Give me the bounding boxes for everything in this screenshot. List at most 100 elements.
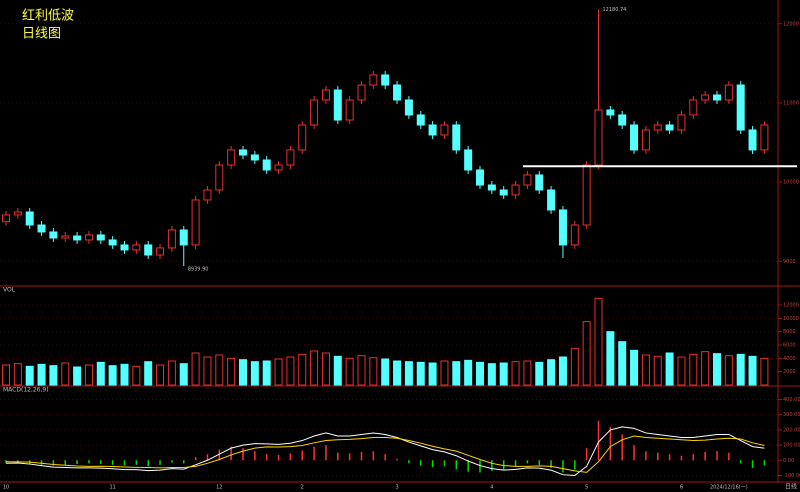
candle-body <box>404 99 413 116</box>
candle-body <box>428 124 437 136</box>
candle-body <box>535 174 544 191</box>
candle-body <box>724 84 733 101</box>
candle-body <box>262 159 271 171</box>
volume-bar <box>393 360 402 386</box>
macd-title: MACD(12,26,9) <box>3 387 49 394</box>
y-tick-label: 2000 <box>783 369 796 375</box>
volume-bar <box>665 352 674 386</box>
candle-body <box>203 189 212 201</box>
volume-bar <box>37 363 46 386</box>
volume-bar <box>653 355 662 386</box>
volume-bar <box>120 363 129 386</box>
volume-bar <box>369 357 378 386</box>
candle-body <box>547 189 556 211</box>
candle-body <box>440 124 449 136</box>
x-tick-label: 4 <box>490 485 493 491</box>
y-tick-label: 9000 <box>783 259 796 265</box>
candle-body <box>570 224 579 246</box>
y-tick-label: 10000 <box>783 180 799 186</box>
candle-body <box>144 244 153 256</box>
y-tick-label: 0.00 <box>783 458 794 464</box>
y-tick-label: 6000 <box>783 343 796 349</box>
candle-body <box>96 234 105 241</box>
y-tick-label: 100.00 <box>783 443 800 449</box>
volume-bar <box>689 353 698 386</box>
volume-bar <box>203 356 212 386</box>
candle-body <box>677 114 686 131</box>
volume-bar <box>677 356 686 386</box>
volume-bar <box>618 341 627 386</box>
candle-body <box>333 89 342 121</box>
volume-bar <box>191 352 200 386</box>
candle-body <box>108 239 117 246</box>
candle-body <box>61 235 70 239</box>
candle-body <box>286 149 295 166</box>
x-tick-label: 2024/12/16(一) <box>710 485 748 491</box>
candle-body <box>179 229 188 246</box>
volume-bar <box>547 359 556 386</box>
volume-bar <box>25 365 34 386</box>
volume-bar <box>499 362 508 386</box>
candle-body <box>250 154 259 161</box>
volume-bar <box>511 361 520 386</box>
volume-bar <box>641 354 650 386</box>
volume-bar <box>239 359 247 386</box>
candle-body <box>239 149 247 156</box>
y-tick-label: -100.00 <box>783 473 800 479</box>
candle-body <box>748 129 757 151</box>
volume-bar <box>748 355 757 386</box>
y-tick-label: 400.00 <box>783 397 800 403</box>
candle-body <box>37 224 46 233</box>
x-tick-label: 2 <box>301 485 304 491</box>
candle-body <box>618 114 627 126</box>
candle-body <box>167 229 176 249</box>
candle-body <box>689 99 698 116</box>
candle-body <box>476 169 484 186</box>
y-tick-label: 300.00 <box>783 412 800 418</box>
candle-body <box>381 74 390 86</box>
y-tick-label: 4000 <box>783 356 796 362</box>
candle-body <box>630 124 639 151</box>
volume-bar <box>179 363 188 386</box>
candle-body <box>345 99 354 121</box>
volume-bar <box>215 354 224 386</box>
volume-bar <box>570 347 579 386</box>
candle-body <box>511 184 520 196</box>
volume-bar <box>594 297 603 386</box>
volume-bar <box>464 359 473 386</box>
volume-bar <box>132 365 141 386</box>
volume-bar <box>286 356 295 386</box>
volume-bar <box>736 353 745 386</box>
candle-body <box>487 184 496 191</box>
x-tick-label: 12 <box>216 485 222 491</box>
chart-title: 红利低波 <box>22 8 74 24</box>
volume-bar <box>381 358 390 386</box>
candle-body <box>321 89 330 101</box>
volume-bar <box>262 360 271 386</box>
candle-body <box>25 211 34 226</box>
candle-body <box>736 84 745 131</box>
candle-body <box>760 124 769 151</box>
volume-bar <box>428 362 437 386</box>
x-tick-label: 3 <box>395 485 398 491</box>
candle-body <box>416 114 425 126</box>
volume-bar <box>452 361 461 386</box>
x-tick-label: 5 <box>585 485 588 491</box>
volume-bar <box>321 352 330 386</box>
candle-body <box>464 149 473 171</box>
max-label: 12180.74 <box>603 7 627 13</box>
candle-body <box>191 199 200 246</box>
volume-bar <box>61 362 70 386</box>
candle-body <box>132 244 141 251</box>
volume-bar <box>84 364 93 386</box>
volume-bar <box>250 361 259 386</box>
volume-bar <box>144 361 153 386</box>
candle-body <box>582 164 591 226</box>
volume-bar <box>724 355 733 386</box>
volume-bar <box>73 366 82 386</box>
y-tick-label: 10000 <box>783 316 799 322</box>
candle-body <box>274 164 283 171</box>
chart-subtitle: 日线图 <box>22 27 61 42</box>
candle-body <box>120 244 129 251</box>
